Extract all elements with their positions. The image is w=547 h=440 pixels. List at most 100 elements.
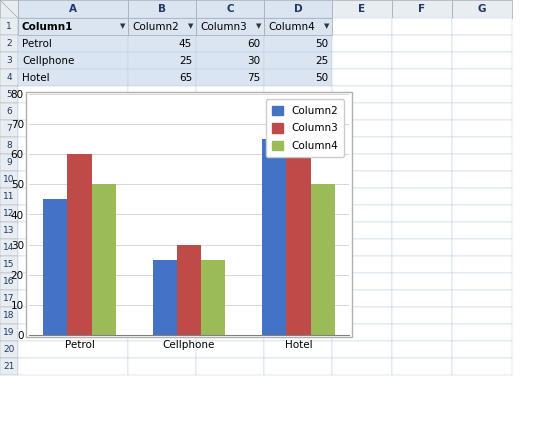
Bar: [452, 341, 512, 358]
Bar: [128, 171, 196, 188]
Bar: [452, 358, 512, 375]
Text: ▼: ▼: [188, 23, 194, 29]
Bar: [128, 52, 196, 69]
Bar: [18, 358, 128, 375]
Text: 9: 9: [6, 158, 12, 167]
Bar: [332, 256, 392, 273]
Bar: [128, 18, 196, 35]
Bar: [0, 35, 18, 52]
Bar: [0, 52, 18, 69]
Bar: [452, 103, 512, 120]
Text: G: G: [478, 4, 486, 14]
Text: 19: 19: [3, 328, 15, 337]
Bar: [452, 86, 512, 103]
Bar: [128, 18, 196, 35]
Bar: [128, 239, 196, 256]
Bar: [392, 324, 452, 341]
Text: Column1: Column1: [22, 22, 73, 32]
Legend: Column2, Column3, Column4: Column2, Column3, Column4: [266, 99, 344, 157]
Text: 12: 12: [3, 209, 15, 218]
Bar: [452, 324, 512, 341]
Bar: [452, 69, 512, 86]
Text: 3: 3: [6, 56, 12, 65]
Bar: [18, 256, 128, 273]
Bar: [392, 103, 452, 120]
Bar: [196, 341, 264, 358]
Bar: [153, 260, 177, 335]
Bar: [264, 171, 332, 188]
Text: 17: 17: [3, 294, 15, 303]
Bar: [264, 205, 332, 222]
Text: 75: 75: [247, 73, 260, 83]
Text: 20: 20: [3, 345, 15, 354]
Bar: [392, 239, 452, 256]
Bar: [0, 341, 18, 358]
Bar: [128, 154, 196, 171]
Bar: [264, 86, 332, 103]
Bar: [452, 137, 512, 154]
Bar: [332, 290, 392, 307]
Bar: [128, 358, 196, 375]
Bar: [264, 18, 332, 35]
Bar: [264, 358, 332, 375]
Bar: [0, 69, 18, 86]
Bar: [18, 171, 128, 188]
Text: 4: 4: [6, 73, 12, 82]
Bar: [0, 171, 18, 188]
Bar: [18, 307, 128, 324]
Text: Cellphone: Cellphone: [22, 55, 74, 66]
Text: 13: 13: [3, 226, 15, 235]
Bar: [332, 307, 392, 324]
Bar: [392, 290, 452, 307]
Bar: [128, 256, 196, 273]
Bar: [392, 188, 452, 205]
Bar: [18, 341, 128, 358]
Bar: [332, 18, 392, 35]
Bar: [0, 86, 18, 103]
Bar: [332, 188, 392, 205]
Bar: [332, 52, 392, 69]
Bar: [392, 358, 452, 375]
Text: 8: 8: [6, 141, 12, 150]
Bar: [196, 137, 264, 154]
Bar: [332, 358, 392, 375]
Bar: [264, 188, 332, 205]
Bar: [196, 307, 264, 324]
Bar: [392, 18, 452, 35]
Bar: [18, 103, 128, 120]
Bar: [18, 18, 128, 35]
Bar: [0, 205, 18, 222]
Bar: [43, 199, 67, 335]
Bar: [18, 52, 128, 69]
Bar: [452, 239, 512, 256]
Bar: [128, 0, 196, 18]
Bar: [196, 290, 264, 307]
Bar: [332, 0, 392, 18]
Bar: [196, 0, 264, 18]
Bar: [392, 273, 452, 290]
Bar: [332, 69, 392, 86]
Bar: [18, 290, 128, 307]
Bar: [128, 273, 196, 290]
Text: 15: 15: [3, 260, 15, 269]
Bar: [18, 0, 128, 18]
Bar: [196, 52, 264, 69]
Bar: [0, 188, 18, 205]
Bar: [26, 92, 352, 337]
Bar: [196, 18, 264, 35]
Bar: [18, 273, 128, 290]
Bar: [264, 35, 332, 52]
Bar: [264, 324, 332, 341]
Bar: [196, 171, 264, 188]
Bar: [332, 341, 392, 358]
Bar: [332, 239, 392, 256]
Bar: [332, 86, 392, 103]
Bar: [0, 103, 18, 120]
Bar: [18, 324, 128, 341]
Bar: [18, 35, 128, 52]
Bar: [392, 171, 452, 188]
Bar: [264, 273, 332, 290]
Bar: [392, 0, 452, 18]
Bar: [452, 256, 512, 273]
Bar: [91, 184, 115, 335]
